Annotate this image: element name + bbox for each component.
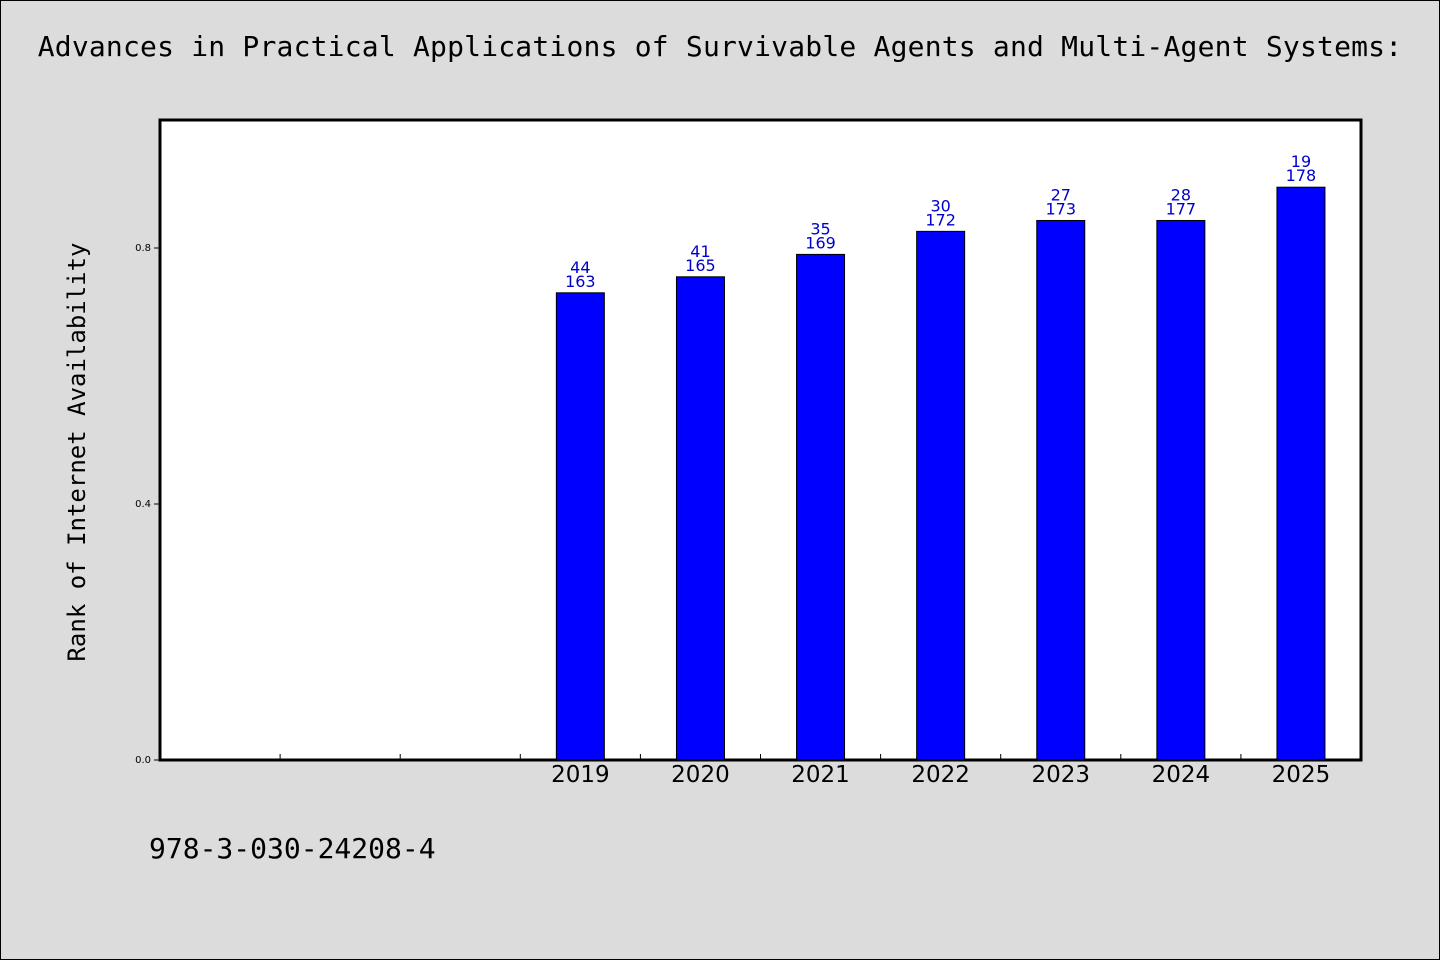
x-axis-ticks: 2019 2020 2021 2022 2023 2024 2025 xyxy=(279,754,1331,788)
bars xyxy=(555,186,1326,761)
bar xyxy=(1156,219,1206,761)
x-tick-label: 2024 xyxy=(1152,762,1211,788)
bar-label-top: 28 xyxy=(1171,185,1191,204)
y-axis-ticks: 0.0 0.4 0.8 xyxy=(135,243,160,766)
y-tick-label: 0.0 xyxy=(135,755,151,766)
bar-label-bottom: 173 xyxy=(1045,199,1076,218)
bar xyxy=(1276,186,1326,761)
x-tick-label: 2019 xyxy=(551,762,610,788)
bar xyxy=(916,230,966,761)
x-tick-label: 2025 xyxy=(1272,762,1331,788)
bar-label-top: 35 xyxy=(810,219,830,238)
bar-label-bottom: 178 xyxy=(1286,166,1317,185)
bar-label-top: 19 xyxy=(1291,152,1311,171)
x-tick-label: 2021 xyxy=(791,762,850,788)
bar xyxy=(1036,219,1086,761)
x-tick-label: 2023 xyxy=(1031,762,1090,788)
bar xyxy=(675,276,725,761)
y-tick-label: 0.8 xyxy=(135,243,151,254)
chart-title: Advances in Practical Applications of Su… xyxy=(37,30,1403,63)
isbn-footer: 978-3-030-24208-4 xyxy=(149,832,436,865)
x-tick-label: 2022 xyxy=(911,762,970,788)
bar-label-top: 27 xyxy=(1051,185,1071,204)
y-tick-label: 0.4 xyxy=(135,499,151,510)
bar-label-bottom: 172 xyxy=(925,210,956,229)
bar-label-top: 30 xyxy=(930,196,950,215)
bar-label-bottom: 177 xyxy=(1166,199,1197,218)
bar xyxy=(555,292,605,761)
bar-label-bottom: 163 xyxy=(565,272,596,291)
bar-label-bottom: 165 xyxy=(685,256,716,275)
x-tick-label: 2020 xyxy=(671,762,730,788)
bar-label-top: 41 xyxy=(690,242,710,261)
bar-label-top: 44 xyxy=(570,258,590,277)
bar-label-bottom: 169 xyxy=(805,233,836,252)
bar xyxy=(796,253,846,761)
